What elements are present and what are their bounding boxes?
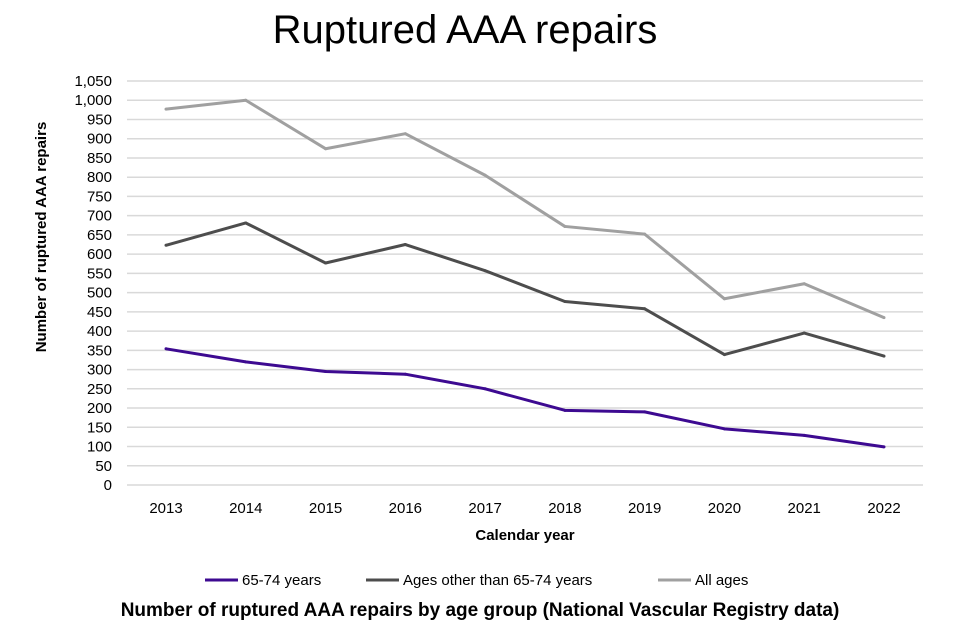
y-tick-label: 150 <box>87 419 112 436</box>
data-point <box>802 433 806 437</box>
data-point <box>722 297 726 301</box>
y-tick-label: 250 <box>87 381 112 398</box>
legend-label: Ages other than 65-74 years <box>403 572 592 589</box>
data-point <box>802 282 806 286</box>
series-line-1 <box>165 221 885 358</box>
data-point <box>882 354 886 358</box>
y-tick-label: 900 <box>87 131 112 148</box>
y-tick-label: 750 <box>87 188 112 205</box>
x-tick-label: 2021 <box>788 500 821 517</box>
data-point <box>244 221 248 225</box>
data-point <box>324 369 328 373</box>
y-tick-label: 550 <box>87 265 112 282</box>
y-tick-label: 500 <box>87 285 112 302</box>
data-point <box>324 261 328 265</box>
y-tick-label: 700 <box>87 208 112 225</box>
y-tick-label: 850 <box>87 150 112 167</box>
y-tick-label: 800 <box>87 169 112 186</box>
data-point <box>882 445 886 449</box>
y-tick-label: 350 <box>87 342 112 359</box>
legend-label: 65-74 years <box>242 572 321 589</box>
data-point <box>483 269 487 273</box>
data-point <box>643 307 647 311</box>
data-point <box>324 147 328 151</box>
data-point <box>722 427 726 431</box>
y-tick-label: 400 <box>87 323 112 340</box>
y-tick-label: 0 <box>104 477 112 494</box>
x-axis-label: Calendar year <box>475 527 574 544</box>
x-tick-label: 2022 <box>867 500 900 517</box>
data-point <box>244 360 248 364</box>
x-tick-label: 2018 <box>548 500 581 517</box>
data-point <box>722 353 726 357</box>
y-tick-label: 100 <box>87 439 112 456</box>
series-line-0 <box>165 347 885 449</box>
y-tick-label: 450 <box>87 304 112 321</box>
y-axis-label: Number of ruptured AAA repairs <box>33 122 50 353</box>
x-tick-label: 2013 <box>149 500 182 517</box>
y-tick-label: 1,050 <box>74 73 112 90</box>
x-tick-label: 2017 <box>468 500 501 517</box>
y-tick-label: 300 <box>87 362 112 379</box>
data-point <box>643 410 647 414</box>
data-point <box>483 173 487 177</box>
x-tick-label: 2020 <box>708 500 741 517</box>
data-point <box>483 387 487 391</box>
legend-label: All ages <box>695 572 748 589</box>
y-tick-label: 50 <box>95 458 112 475</box>
y-tick-label: 1,000 <box>74 92 112 109</box>
data-point <box>643 232 647 236</box>
x-tick-label: 2016 <box>389 500 422 517</box>
data-point <box>403 243 407 247</box>
data-point <box>164 347 168 351</box>
data-point <box>802 331 806 335</box>
x-tick-label: 2014 <box>229 500 262 517</box>
data-point <box>882 316 886 320</box>
y-tick-label: 950 <box>87 111 112 128</box>
x-tick-label: 2015 <box>309 500 342 517</box>
chart-title: Ruptured AAA repairs <box>272 8 658 52</box>
data-point <box>164 107 168 111</box>
x-tick-label: 2019 <box>628 500 661 517</box>
data-point <box>403 132 407 136</box>
series-line-2 <box>165 98 885 320</box>
y-tick-label: 600 <box>87 246 112 263</box>
data-point <box>164 243 168 247</box>
data-point <box>244 98 248 102</box>
data-point <box>563 408 567 412</box>
chart-caption: Number of ruptured AAA repairs by age gr… <box>120 600 840 621</box>
data-point <box>403 372 407 376</box>
data-point <box>563 224 567 228</box>
y-tick-label: 650 <box>87 227 112 244</box>
y-tick-label: 200 <box>87 400 112 417</box>
data-point <box>563 299 567 303</box>
